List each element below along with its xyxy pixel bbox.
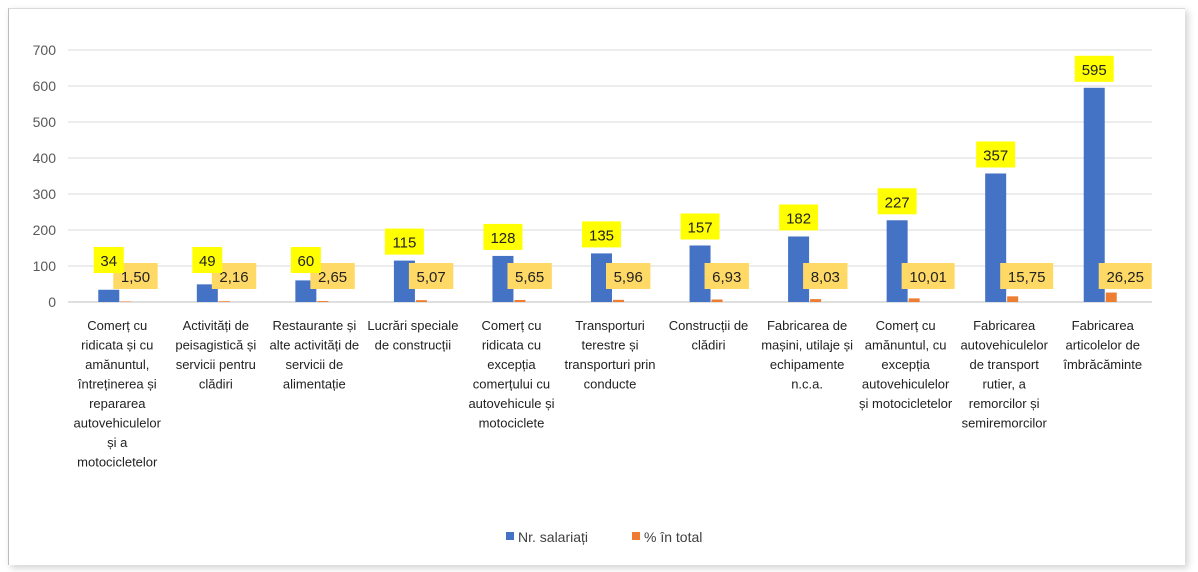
data-label-box-salariati xyxy=(93,247,124,273)
bar-procent-total xyxy=(218,301,230,302)
data-label-procent: 5,65 xyxy=(515,269,544,286)
data-label-box-procent xyxy=(606,263,651,289)
bar-procent-total xyxy=(514,299,526,302)
data-label-salariati: 49 xyxy=(199,253,216,270)
y-tick-label: 0 xyxy=(48,294,56,310)
data-label-salariati: 128 xyxy=(490,230,515,247)
y-tick-label: 600 xyxy=(33,78,57,94)
data-label-procent: 8,03 xyxy=(811,269,840,286)
y-tick-label: 500 xyxy=(33,114,57,130)
legend-label: % în total xyxy=(644,529,702,545)
x-category-label: Comerț cu ridicata și cu amănuntul, întreți… xyxy=(74,318,162,470)
x-category-label: Transporturi terestre și transporturi prin… xyxy=(564,318,655,392)
data-label-salariati: 227 xyxy=(885,194,910,211)
data-label-box-procent xyxy=(704,263,749,289)
data-label-procent: 1,50 xyxy=(121,269,150,286)
y-tick-label: 300 xyxy=(33,186,57,202)
data-label-box-procent xyxy=(507,263,552,289)
bar-procent-total xyxy=(1007,296,1019,302)
data-label-box-procent xyxy=(408,263,454,289)
data-label-procent: 5,07 xyxy=(417,269,446,286)
x-category-label: Lucrări speciale de construcții xyxy=(367,318,458,353)
bar-nr-salariati xyxy=(886,220,908,302)
data-label-procent: 2,65 xyxy=(318,269,347,286)
data-label-procent: 26,25 xyxy=(1106,269,1144,286)
data-label-procent: 10,01 xyxy=(909,269,947,286)
y-tick-label: 100 xyxy=(33,258,57,274)
data-label-box-salariati xyxy=(680,213,720,240)
legend-swatch xyxy=(632,532,640,540)
y-tick-label: 200 xyxy=(33,222,57,238)
data-label-procent: 2,16 xyxy=(219,269,248,286)
x-category-label: Fabricarea de mașini, utilaje și echipamen… xyxy=(761,318,853,392)
data-label-box-salariati xyxy=(384,228,424,255)
data-label-box-salariati xyxy=(483,223,523,250)
data-label-box-salariati xyxy=(779,204,819,231)
data-label-salariati: 182 xyxy=(786,210,811,227)
bar-nr-salariati xyxy=(1083,87,1105,302)
data-label-salariati: 34 xyxy=(100,253,117,270)
data-label-procent: 5,96 xyxy=(614,269,643,286)
legend-item-procent-total: % în total xyxy=(632,529,702,545)
data-label-box-salariati xyxy=(290,247,321,273)
bar-procent-total xyxy=(613,299,624,302)
legend-swatch xyxy=(506,532,514,540)
data-label-box-procent xyxy=(1098,263,1152,289)
legend-item-nr-salariati: Nr. salariați xyxy=(506,529,588,545)
y-tick-label: 700 xyxy=(33,42,57,58)
x-axis: Comerț cu ridicata și cu amănuntul, întreți… xyxy=(74,318,1143,470)
data-label-salariati: 595 xyxy=(1082,62,1107,79)
x-category-label: Restaurante și alte activități de servicii… xyxy=(270,318,360,392)
bar-procent-total xyxy=(908,298,920,302)
data-label-box-salariati xyxy=(877,188,917,215)
data-label-box-salariati xyxy=(192,247,223,273)
data-label-box-salariati xyxy=(976,141,1016,168)
data-label-box-procent xyxy=(803,263,848,289)
bar-procent-total xyxy=(120,301,132,302)
bar-procent-total xyxy=(317,301,329,302)
data-label-salariati: 60 xyxy=(298,253,315,270)
data-label-salariati: 357 xyxy=(983,147,1008,164)
bar-procent-total xyxy=(711,299,723,302)
y-tick-label: 400 xyxy=(33,150,57,166)
x-category-label: Comerț cu ridicata cu excepția comerțului c… xyxy=(468,318,554,431)
legend: Nr. salariați % în total xyxy=(506,529,702,545)
x-category-label: Construcții de clădiri xyxy=(669,318,748,353)
bar-procent-total xyxy=(810,299,822,302)
bar-nr-salariati xyxy=(98,289,120,302)
y-axis: 0 100 200 300 400 500 600 700 xyxy=(33,42,57,310)
data-label-box-procent xyxy=(901,263,955,289)
data-label-salariati: 135 xyxy=(589,227,614,244)
x-category-label: Comerț cu amănuntul, cu excepția autovehicu… xyxy=(859,318,953,411)
data-label-procent: 6,93 xyxy=(712,269,741,286)
x-category-label: Fabricarea autovehiculelor de transport rut… xyxy=(960,318,1048,431)
legend-label: Nr. salariați xyxy=(518,529,588,545)
data-label-box-salariati xyxy=(1074,55,1114,82)
bar-procent-total xyxy=(415,300,427,302)
data-label-salariati: 157 xyxy=(688,219,713,236)
x-category-label: Fabricarea articolelor de îmbrăcăminte xyxy=(1062,318,1142,372)
data-label-box-procent xyxy=(1000,263,1054,289)
bars xyxy=(98,87,1117,302)
data-label-box-salariati xyxy=(582,221,621,248)
data-label-procent: 15,75 xyxy=(1008,269,1046,286)
data-label-salariati: 115 xyxy=(392,235,416,252)
bar-procent-total xyxy=(1105,292,1117,302)
x-category-label: Activități de peisagistică și servicii pen… xyxy=(175,318,256,392)
